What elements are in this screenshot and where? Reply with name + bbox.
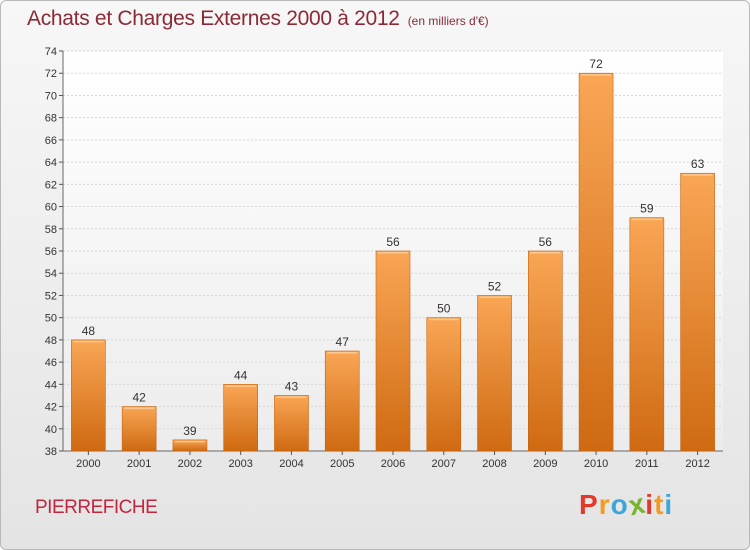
x-tick-label: 2002	[178, 458, 202, 470]
data-label: 47	[336, 335, 350, 349]
y-tick-label: 60	[45, 202, 57, 214]
bar	[477, 295, 512, 452]
bar-highlight	[73, 340, 104, 343]
data-label: 43	[285, 379, 299, 393]
bar	[121, 406, 157, 452]
x-tick-label: 2010	[584, 458, 608, 470]
x-tick-label: 2000	[76, 458, 100, 470]
data-label: 72	[589, 57, 603, 71]
y-tick-label: 62	[45, 179, 57, 191]
bar	[578, 72, 614, 452]
x-tick-label: 2006	[381, 458, 405, 470]
chart-subtitle: (en milliers d'€)	[407, 14, 489, 28]
bar-highlight	[327, 352, 358, 354]
y-tick-label: 38	[45, 446, 57, 458]
y-tick-label: 70	[45, 90, 57, 102]
y-tick-label: 44	[45, 379, 57, 391]
bar-highlight	[225, 385, 256, 387]
bar	[324, 350, 360, 452]
bar-highlight	[682, 174, 713, 176]
bar	[274, 395, 309, 452]
x-tick-label: 2011	[635, 458, 659, 470]
bar-highlight	[428, 318, 459, 321]
bar-highlight	[276, 396, 307, 398]
y-tick-label: 64	[45, 157, 57, 169]
proxiti-logo[interactable]: Proxiti	[579, 488, 674, 522]
y-tick-label: 50	[45, 313, 57, 325]
bar-highlight	[631, 218, 662, 221]
bar	[528, 250, 563, 452]
x-tick-label: 2004	[279, 458, 303, 470]
data-label: 44	[234, 368, 248, 382]
y-tick-label: 66	[45, 135, 57, 147]
data-label: 42	[132, 391, 146, 405]
y-tick-label: 52	[45, 290, 57, 302]
bar-highlight	[479, 296, 510, 298]
y-tick-label: 42	[45, 402, 57, 414]
logo-letter: i	[664, 489, 674, 520]
data-label: 52	[488, 279, 502, 293]
bar-highlight	[581, 74, 612, 76]
data-label: 39	[183, 424, 197, 438]
chart-title: Achats et Charges Externes 2000 à 2012 (e…	[27, 7, 489, 31]
bar	[223, 384, 258, 452]
commune-name: PIERREFICHE	[35, 497, 158, 518]
bar-highlight	[530, 252, 561, 254]
y-tick-label: 68	[45, 113, 57, 125]
data-label: 59	[640, 202, 654, 216]
bar-highlight	[378, 252, 408, 254]
chart-title-text: Achats et Charges Externes 2000 à 2012	[27, 7, 400, 30]
bar	[426, 317, 462, 452]
y-tick-label: 40	[45, 424, 57, 436]
data-label: 48	[82, 324, 96, 338]
data-label: 50	[437, 302, 451, 316]
logo-letter: o	[610, 489, 629, 520]
y-tick-label: 54	[45, 268, 57, 280]
bar	[375, 250, 411, 452]
y-tick-label: 58	[45, 224, 57, 236]
y-tick-label: 46	[45, 357, 57, 369]
data-label: 56	[386, 235, 400, 249]
x-tick-label: 2001	[127, 458, 151, 470]
x-tick-label: 2007	[432, 458, 456, 470]
x-tick-label: 2003	[228, 458, 252, 470]
logo-letter: t	[654, 489, 665, 520]
bar	[629, 217, 665, 452]
bar	[680, 172, 715, 452]
y-tick-label: 56	[45, 246, 57, 258]
y-tick-label: 74	[45, 46, 57, 58]
x-tick-label: 2005	[330, 458, 354, 470]
logo-letter: i	[645, 489, 655, 520]
x-tick-label: 2012	[685, 458, 709, 470]
bar	[71, 339, 106, 452]
y-tick-label: 48	[45, 335, 57, 347]
x-tick-label: 2008	[482, 458, 506, 470]
logo-letter: r	[598, 489, 611, 520]
data-label: 63	[691, 157, 705, 171]
data-label: 56	[539, 235, 553, 249]
bar-highlight	[124, 407, 155, 410]
y-tick-label: 72	[45, 68, 57, 80]
logo-letter: P	[579, 489, 599, 520]
bar-highlight	[174, 440, 205, 443]
x-tick-label: 2009	[533, 458, 557, 470]
